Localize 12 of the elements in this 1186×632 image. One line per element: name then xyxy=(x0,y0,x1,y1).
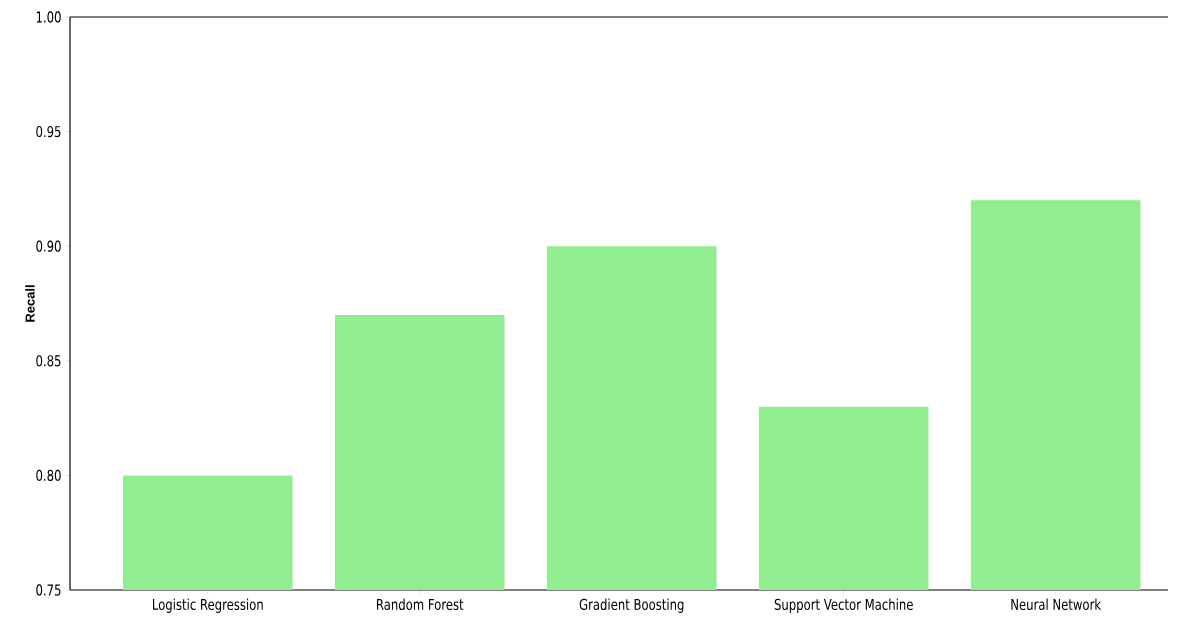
y-tick-label: 0.95 xyxy=(36,125,61,138)
y-tick-label: 0.90 xyxy=(36,240,61,252)
y-tick-label: 0.80 xyxy=(36,469,61,482)
y-tick-label: 0.75 xyxy=(36,584,61,596)
x-tick-label: Gradient Boosting xyxy=(579,598,684,613)
y-axis-title: Recall xyxy=(25,285,35,322)
y-tick-label: 1.00 xyxy=(36,11,61,23)
x-tick-label: Support Vector Machine xyxy=(774,598,913,613)
x-tick-label: Logistic Regression xyxy=(153,598,263,613)
y-tick-label: 0.85 xyxy=(36,355,61,367)
x-tick-label: Random Forest xyxy=(377,598,464,611)
x-tick-label: Neural Network xyxy=(1011,598,1102,611)
